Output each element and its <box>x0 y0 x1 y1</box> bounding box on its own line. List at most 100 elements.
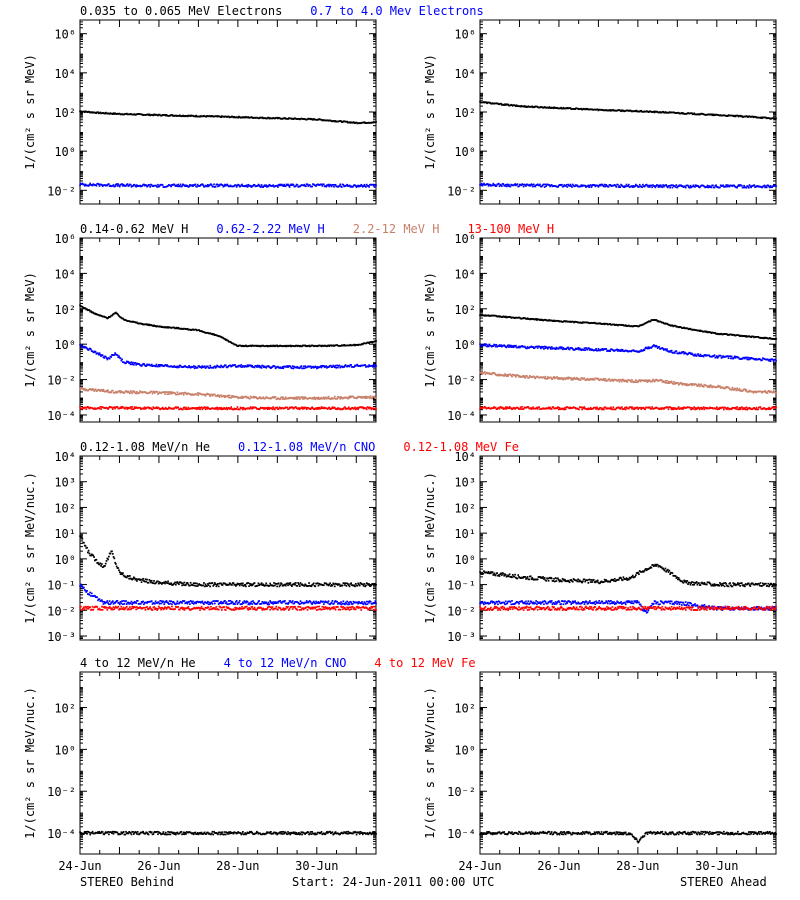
data-point <box>721 356 724 359</box>
data-point <box>690 383 692 385</box>
data-point <box>122 183 125 186</box>
data-point <box>348 397 351 399</box>
data-point <box>662 380 664 382</box>
data-point <box>340 186 343 188</box>
data-point <box>115 183 118 185</box>
data-point <box>371 397 374 400</box>
data-point <box>585 347 587 349</box>
data-point <box>206 365 209 368</box>
data-point <box>510 374 513 377</box>
data-point <box>229 184 232 187</box>
data-point <box>536 347 539 349</box>
data-point <box>688 186 691 189</box>
data-point <box>99 406 102 408</box>
data-point <box>216 406 218 409</box>
data-point <box>212 185 215 188</box>
data-point <box>592 377 594 380</box>
data-point <box>673 352 676 354</box>
data-point <box>515 376 517 378</box>
data-point <box>284 396 287 399</box>
data-point <box>504 374 507 376</box>
data-point <box>364 397 366 399</box>
data-point <box>177 406 180 409</box>
data-point <box>94 312 96 315</box>
data-point <box>730 355 733 358</box>
data-point <box>133 390 136 393</box>
data-point <box>699 353 702 356</box>
data-point <box>361 406 364 408</box>
data-point <box>133 406 136 409</box>
data-point <box>146 323 149 326</box>
data-point <box>490 344 492 347</box>
data-point <box>529 374 531 377</box>
data-point <box>543 377 546 380</box>
data-point <box>119 391 122 394</box>
data-point <box>247 183 250 186</box>
data-point <box>256 364 259 367</box>
data-point <box>627 183 630 186</box>
data-point <box>694 353 696 356</box>
legend: 0.035 to 0.065 MeV Electrons 0.7 to 4.0 M… <box>80 4 484 18</box>
data-point <box>711 114 714 117</box>
data-point <box>365 397 368 399</box>
data-point <box>323 396 325 399</box>
data-point <box>164 407 166 410</box>
data-point <box>373 365 376 368</box>
data-point <box>702 385 705 388</box>
data-point <box>708 384 710 387</box>
data-point <box>359 396 362 398</box>
data-point <box>631 186 634 188</box>
data-point <box>500 102 502 105</box>
data-point <box>705 186 708 188</box>
data-point <box>270 367 272 369</box>
series-red <box>79 405 377 411</box>
data-point <box>500 344 502 347</box>
data-point <box>368 364 370 366</box>
data-point <box>574 108 576 111</box>
data-point <box>176 185 179 188</box>
data-point <box>226 395 229 398</box>
data-point <box>325 365 328 367</box>
data-point <box>564 378 567 380</box>
data-point <box>129 407 131 409</box>
data-point <box>687 184 689 187</box>
data-point <box>175 406 177 409</box>
data-point <box>727 357 730 360</box>
data-point <box>287 408 290 410</box>
data-point <box>224 183 226 186</box>
data-point <box>699 185 702 188</box>
data-point <box>255 365 257 367</box>
data-point <box>608 378 611 380</box>
data-point <box>135 363 137 366</box>
data-point <box>670 351 672 353</box>
data-point <box>639 350 642 353</box>
data-point <box>544 375 547 378</box>
data-point <box>723 387 726 390</box>
data-point <box>108 357 111 360</box>
data-point <box>360 183 363 186</box>
data-point <box>668 382 671 385</box>
data-point <box>335 366 338 369</box>
data-point <box>601 347 604 350</box>
data-point <box>85 408 88 411</box>
data-point <box>79 386 82 389</box>
data-point <box>279 398 282 401</box>
data-point <box>214 407 217 409</box>
data-point <box>263 407 266 409</box>
data-point <box>375 408 377 411</box>
data-point <box>226 183 229 186</box>
data-point <box>313 396 316 399</box>
data-point <box>168 391 171 393</box>
data-point <box>518 185 520 188</box>
data-point <box>588 347 590 350</box>
data-point <box>548 106 551 108</box>
data-point <box>242 406 245 409</box>
data-point <box>110 356 113 358</box>
data-point <box>79 388 81 391</box>
data-point <box>316 408 318 410</box>
data-point <box>148 184 151 186</box>
data-point <box>659 184 662 187</box>
data-point <box>215 408 218 410</box>
data-point <box>716 356 719 359</box>
data-point <box>375 120 377 123</box>
